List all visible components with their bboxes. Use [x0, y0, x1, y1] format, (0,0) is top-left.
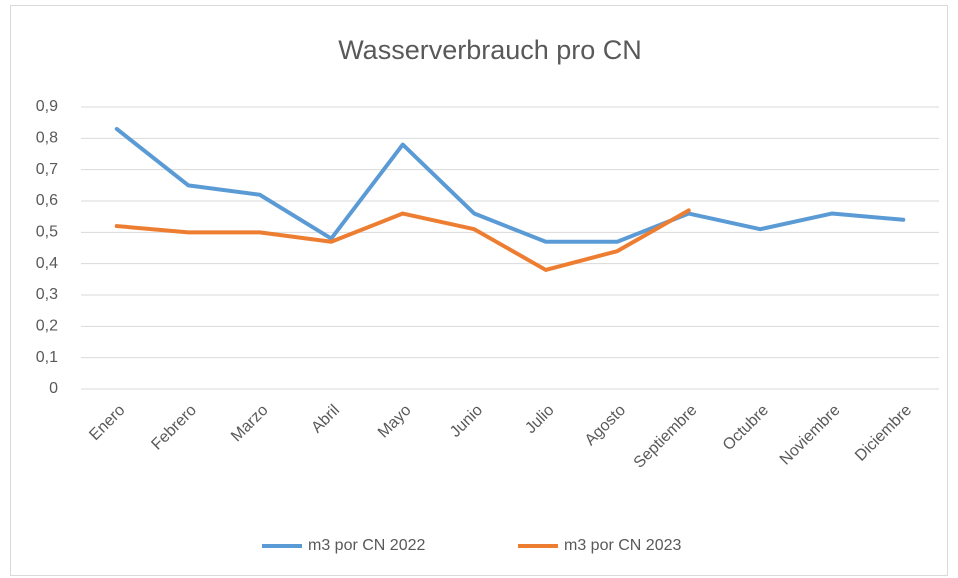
y-tick-label: 0 [49, 380, 58, 397]
y-tick-label: 0,4 [36, 255, 58, 272]
y-tick-label: 0,6 [36, 192, 58, 209]
chart-border [10, 5, 948, 576]
chart-title: Wasserverbrauch pro CN [338, 35, 642, 65]
legend-label: m3 por CN 2023 [564, 537, 681, 554]
y-tick-label: 0,3 [36, 286, 58, 303]
y-tick-label: 0,9 [36, 98, 58, 115]
y-tick-label: 0,8 [36, 130, 58, 147]
y-tick-label: 0,1 [36, 349, 58, 366]
data-line [114, 208, 691, 272]
y-tick-label: 0,2 [36, 318, 58, 335]
data-line [114, 126, 906, 244]
y-tick-label: 0,7 [36, 161, 58, 178]
legend-label: m3 por CN 2022 [308, 537, 425, 554]
y-tick-label: 0,5 [36, 224, 58, 241]
